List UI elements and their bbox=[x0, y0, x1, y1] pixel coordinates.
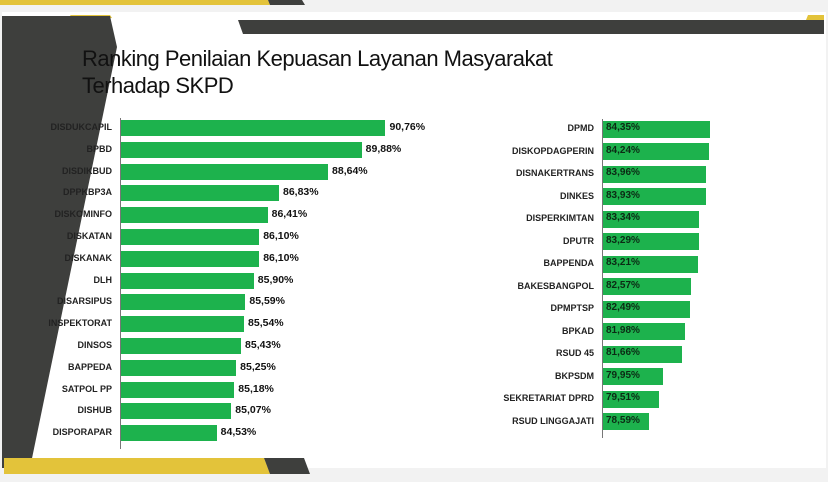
axis-line bbox=[120, 118, 121, 449]
top-band bbox=[0, 0, 305, 5]
bar bbox=[121, 250, 260, 267]
category-label: DISPERKIMTAN bbox=[526, 213, 594, 223]
category-label: DLH bbox=[93, 274, 113, 285]
category-label: DINSOS bbox=[77, 340, 112, 350]
data-label: 85,54% bbox=[248, 317, 284, 330]
data-label: 88,64% bbox=[332, 164, 368, 177]
data-label: 81,98% bbox=[606, 324, 640, 336]
bar bbox=[603, 323, 685, 340]
bar bbox=[603, 413, 649, 430]
data-label: 83,29% bbox=[606, 234, 640, 246]
data-label: 82,57% bbox=[606, 279, 640, 291]
category-label: DISNAKERTRANS bbox=[515, 168, 594, 178]
category-label: DISKOPDAGPERIN bbox=[511, 145, 594, 156]
data-label: 90,76% bbox=[389, 121, 426, 133]
category-label: DISKANAK bbox=[64, 252, 112, 263]
bar bbox=[121, 294, 246, 311]
bar bbox=[121, 272, 254, 289]
category-label: DISDUKCAPIL bbox=[50, 122, 112, 132]
category-label: DISKOMINFO bbox=[54, 209, 113, 220]
data-label: 83,34% bbox=[606, 212, 640, 223]
category-label: BAKESBANGPOL bbox=[517, 280, 594, 291]
data-label: 82,49% bbox=[606, 302, 640, 313]
bar bbox=[603, 390, 659, 408]
data-label: 86,41% bbox=[271, 208, 308, 221]
axis-line bbox=[602, 119, 603, 438]
category-label: SATPOL PP bbox=[61, 383, 112, 394]
bar bbox=[121, 141, 362, 158]
category-label: RSUD 45 bbox=[555, 348, 594, 358]
category-label: SEKRETARIAT DPRD bbox=[503, 393, 594, 403]
data-label: 85,07% bbox=[235, 404, 271, 417]
category-label: BPBD bbox=[86, 143, 112, 154]
data-label: 85,59% bbox=[249, 295, 285, 308]
category-label: BPKAD bbox=[561, 325, 594, 336]
chart-title: Ranking Penilaian Kepuasan Layanan Masya… bbox=[82, 45, 553, 99]
bar bbox=[603, 188, 706, 205]
data-label: 86,83% bbox=[282, 186, 319, 199]
data-label: 83,96% bbox=[606, 167, 640, 178]
bar bbox=[603, 143, 709, 160]
title-line-1: Ranking Penilaian Kepuasan Layanan Masya… bbox=[82, 46, 553, 71]
bar bbox=[603, 165, 706, 183]
category-label: BKPSDM bbox=[554, 370, 594, 381]
bar bbox=[121, 229, 260, 245]
bar bbox=[603, 300, 691, 318]
category-label: DISARSIPUS bbox=[56, 296, 112, 307]
category-label: DISDIKBUD bbox=[61, 165, 112, 176]
category-label: DPMPTSP bbox=[550, 303, 594, 313]
bar bbox=[121, 120, 386, 136]
data-label: 85,18% bbox=[238, 382, 274, 395]
bar bbox=[603, 255, 698, 273]
data-label: 85,90% bbox=[257, 273, 294, 286]
data-label: 79,51% bbox=[606, 392, 640, 403]
bar bbox=[121, 185, 279, 202]
data-label: 81,66% bbox=[606, 347, 640, 358]
data-label: 84,53% bbox=[220, 426, 257, 439]
data-label: 85,25% bbox=[240, 360, 276, 373]
category-label: BAPPENDA bbox=[543, 258, 594, 268]
category-label: DPUTR bbox=[563, 235, 594, 246]
bar bbox=[121, 381, 235, 398]
title-line-2: Terhadap SKPD bbox=[82, 73, 234, 98]
data-label: 89,88% bbox=[365, 142, 402, 155]
bar bbox=[603, 233, 699, 250]
bar bbox=[603, 368, 664, 385]
data-label: 84,35% bbox=[606, 122, 640, 133]
bar bbox=[603, 278, 692, 295]
footer-shapes bbox=[4, 458, 310, 474]
category-label: DINKES bbox=[559, 190, 594, 201]
bar bbox=[121, 403, 232, 420]
category-label: RSUD LINGGAJATI bbox=[512, 415, 594, 426]
bar bbox=[121, 316, 245, 333]
data-label: 85,43% bbox=[245, 339, 281, 351]
data-label: 79,95% bbox=[606, 369, 640, 381]
bar bbox=[121, 163, 329, 180]
category-label: DPMD bbox=[567, 123, 595, 133]
category-label: BAPPEDA bbox=[67, 361, 112, 372]
bar bbox=[121, 207, 268, 224]
bar bbox=[603, 345, 682, 363]
category-label: INSPEKTORAT bbox=[48, 318, 112, 329]
bar bbox=[121, 338, 242, 354]
data-label: 83,93% bbox=[606, 189, 640, 201]
data-label: 86,10% bbox=[263, 230, 299, 242]
category-label: DPPKBP3A bbox=[62, 187, 112, 198]
bar bbox=[121, 425, 217, 442]
category-label: DISPORAPAR bbox=[52, 427, 112, 438]
category-label: DISKATAN bbox=[66, 231, 112, 241]
data-label: 78,59% bbox=[606, 414, 640, 426]
data-label: 86,10% bbox=[263, 251, 299, 264]
decorative-shapes bbox=[2, 15, 824, 468]
bar bbox=[603, 210, 700, 228]
data-label: 83,21% bbox=[606, 257, 640, 268]
bar bbox=[603, 120, 711, 138]
category-label: DISHUB bbox=[77, 405, 112, 416]
bar bbox=[121, 359, 237, 376]
data-label: 84,24% bbox=[606, 144, 640, 156]
